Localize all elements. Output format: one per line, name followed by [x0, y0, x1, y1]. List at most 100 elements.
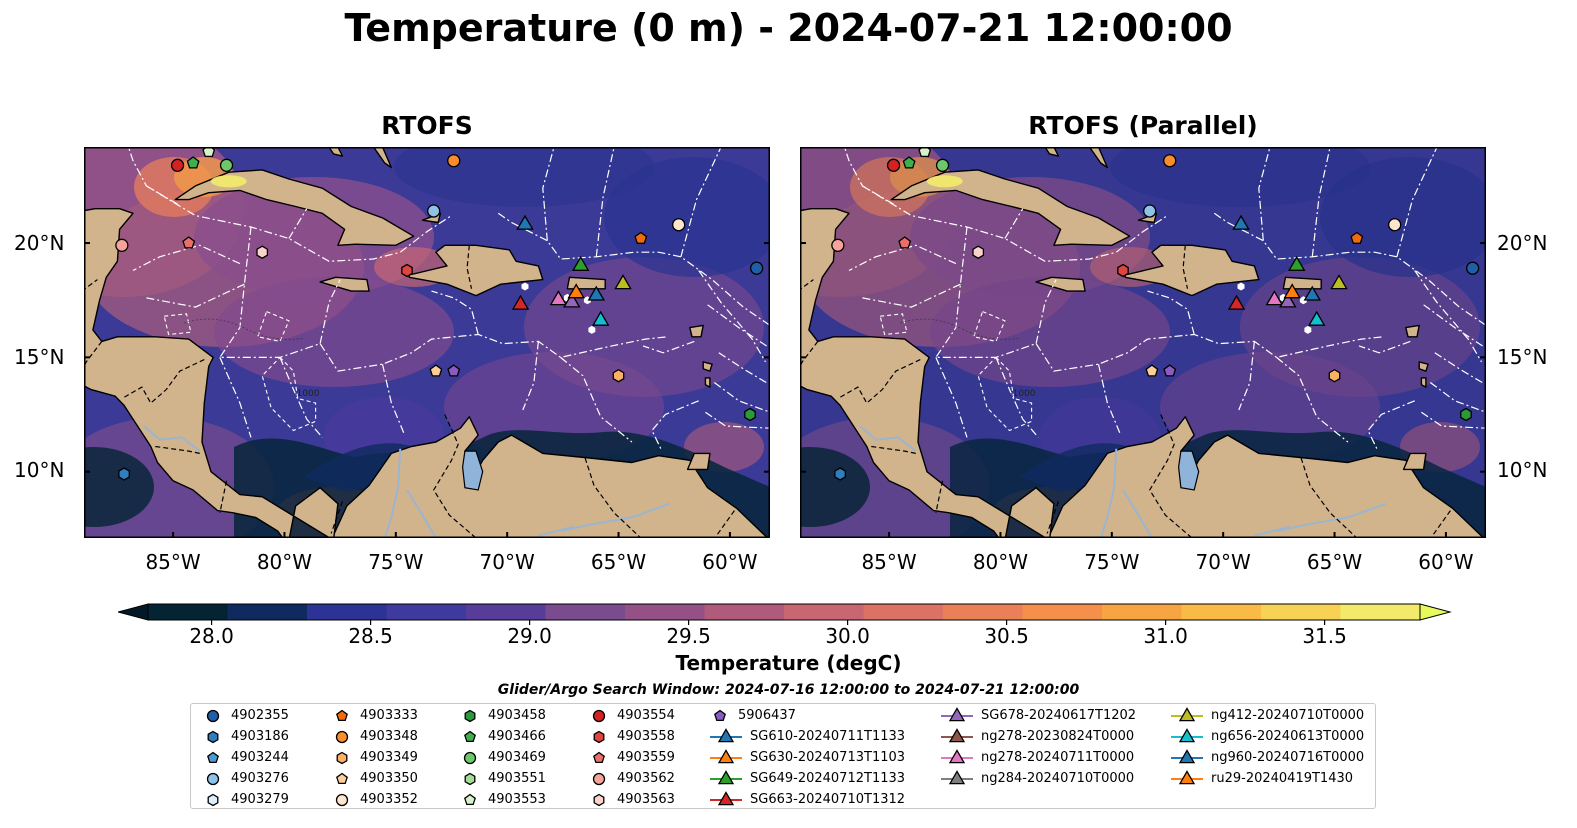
legend-marker [464, 772, 476, 785]
country-border [330, 501, 343, 534]
legend-label: ng960-20240716T0000 [1211, 750, 1365, 765]
land-centralamerica [84, 208, 339, 538]
legend-marker-icon [710, 727, 742, 742]
country-border [219, 480, 228, 513]
legend-label: ng412-20240710T0000 [1211, 708, 1365, 723]
legend-marker-icon [464, 730, 476, 742]
legend-item: 5906437 [708, 705, 796, 726]
lon-label-left: 75°W [368, 550, 424, 574]
legend-label: 4903466 [488, 729, 546, 744]
temperature-patch [84, 447, 154, 527]
lon-label-left: 60°W [702, 550, 758, 574]
map-panel-right: -1000 [800, 147, 1486, 538]
glider-marker [614, 274, 632, 290]
argo-float-marker [672, 218, 686, 232]
legend-marker [463, 751, 477, 764]
eez-boundary [431, 290, 479, 335]
colorbar-segment [625, 604, 705, 620]
temperature-patch [800, 447, 870, 527]
legend: 4902355 4903186 4903244 4903276 4903279 49033… [190, 703, 1376, 809]
country-border [1432, 510, 1451, 537]
glider-marker [1287, 255, 1306, 271]
eez-boundary [319, 279, 341, 344]
glider-marker [549, 290, 568, 306]
glider-marker [567, 283, 585, 299]
colorbar-over-arrow [1419, 603, 1452, 621]
legend-label: 4903333 [360, 708, 418, 723]
land-antilles [1405, 324, 1420, 338]
legend-marker [948, 748, 966, 763]
colorbar-segment [1181, 604, 1262, 620]
argo-float-marker [898, 236, 912, 249]
legend-label: 4903562 [617, 771, 675, 786]
legend-label: 4903244 [231, 750, 289, 765]
legend-item: SG678-20240617T1202 [939, 705, 1136, 726]
land-puertorico [566, 276, 606, 290]
argo-float-marker [1163, 364, 1177, 377]
glider-track-marker [588, 325, 596, 334]
legend-label: SG678-20240617T1202 [981, 708, 1137, 723]
argo-float-marker [1117, 263, 1129, 278]
page-title: Temperature (0 m) - 2024-07-21 12:00:00 [344, 6, 1233, 50]
eez-boundary [934, 226, 1384, 372]
eez-boundary [1213, 212, 1486, 326]
zone-boundary [972, 310, 1006, 343]
legend-label: 4903348 [360, 729, 418, 744]
land-bahamas1 [328, 147, 344, 157]
search-window-caption: Glider/Argo Search Window: 2024-07-16 12… [497, 682, 1080, 698]
lat-label-right-15: 15°N [1497, 345, 1548, 369]
legend-label: ng278-20230824T0000 [981, 729, 1135, 744]
eez-boundary [862, 283, 961, 308]
legend-marker-icon [464, 793, 476, 805]
land-jamaica [319, 276, 370, 292]
eez-boundary [1358, 340, 1411, 354]
eez-boundary [1258, 147, 1271, 241]
legend-item: 4903279 [201, 789, 289, 810]
eez-boundary [1147, 290, 1195, 335]
eez-boundary [595, 147, 615, 257]
legend-marker [593, 751, 605, 763]
legend-label: 4903186 [231, 729, 289, 744]
legend-marker-icon [593, 793, 605, 806]
legend-label: SG649-20240712T1133 [750, 771, 906, 786]
land-martinique [1418, 361, 1429, 372]
legend-item: 4903466 [458, 726, 546, 747]
lake-maracaibo [461, 450, 484, 491]
land-stlucia [704, 377, 711, 388]
legend-marker-icon [336, 772, 348, 784]
legend-item: 4903553 [458, 789, 546, 810]
glider-track-marker [1304, 325, 1312, 334]
eez-boundary [288, 208, 308, 239]
glider-marker [1279, 292, 1297, 308]
legend-marker [717, 790, 735, 805]
colorbar-segment [704, 604, 785, 620]
argo-float-marker [886, 158, 901, 172]
legend-marker-icon [207, 751, 219, 763]
eez-boundary [713, 382, 770, 413]
legend-marker [1178, 748, 1196, 763]
colorbar-tick-label: 30.0 [825, 624, 870, 648]
land-stlucia [1420, 377, 1427, 388]
country-border [716, 510, 735, 537]
legend-marker [717, 748, 735, 763]
lon-label-right: 60°W [1418, 550, 1474, 574]
argo-float-marker [918, 147, 932, 158]
country-border [871, 445, 916, 454]
legend-item: SG663-20240710T1312 [708, 789, 905, 810]
zone-boundary [879, 313, 908, 336]
legend-item: ng278-20230824T0000 [939, 726, 1134, 747]
legend-marker [464, 730, 476, 742]
legend-item: 4903348 [330, 726, 418, 747]
legend-marker [335, 793, 349, 806]
land-martinique [702, 361, 713, 372]
land-centralamerica [800, 208, 1055, 538]
legend-marker [207, 793, 219, 806]
legend-item: 4903350 [330, 768, 418, 789]
land-cuba [890, 169, 1131, 246]
legend-marker-icon [941, 769, 973, 784]
legend-marker-icon [592, 709, 606, 722]
colorbar-segment [1261, 604, 1341, 620]
land-bahamas2 [372, 147, 393, 169]
lon-label-right: 65°W [1306, 550, 1363, 574]
legend-marker [336, 772, 348, 784]
